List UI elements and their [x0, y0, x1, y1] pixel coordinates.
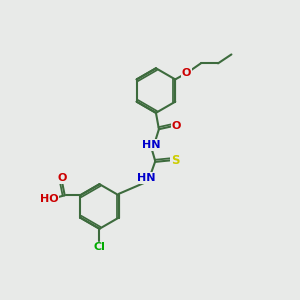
- Text: HN: HN: [137, 173, 156, 183]
- Text: O: O: [58, 173, 67, 183]
- Text: Cl: Cl: [94, 242, 105, 253]
- Text: HO: HO: [40, 194, 59, 204]
- Text: O: O: [182, 68, 191, 78]
- Text: S: S: [171, 154, 179, 167]
- Text: HN: HN: [142, 140, 161, 150]
- Text: O: O: [172, 121, 181, 131]
